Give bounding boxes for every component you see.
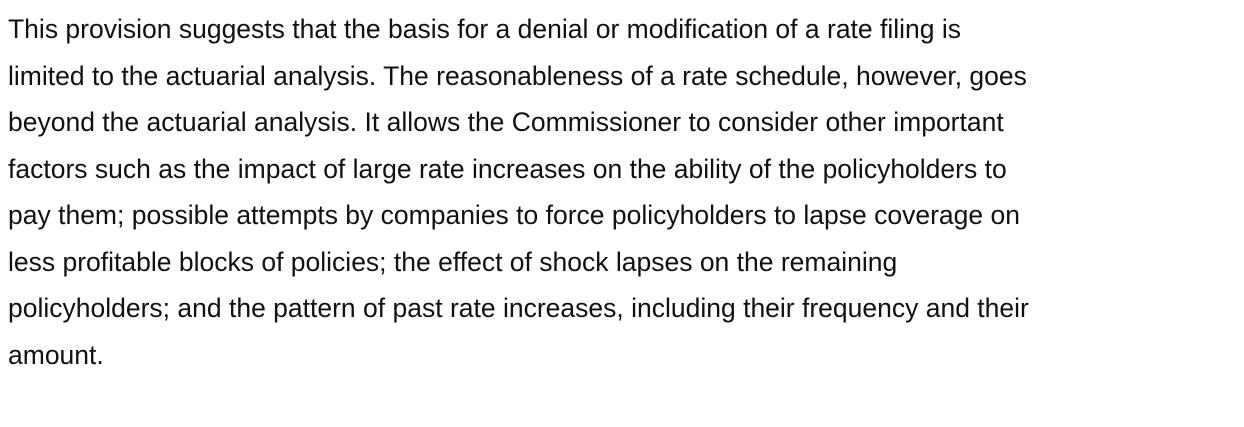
text-line: amount.: [8, 339, 104, 370]
text-line: beyond the actuarial analysis. It allows…: [8, 107, 1004, 137]
text-line: factors such as the impact of large rate…: [8, 153, 1007, 184]
text-line: policyholders; and the pattern of past r…: [8, 293, 1029, 323]
text-line: less profitable blocks of policies; the …: [8, 246, 898, 277]
text-line: This provision suggests that the basis f…: [8, 14, 962, 44]
text-line: pay them; possible attempts by companies…: [8, 200, 1020, 230]
text-line: limited to the actuarial analysis. The r…: [8, 60, 1027, 91]
